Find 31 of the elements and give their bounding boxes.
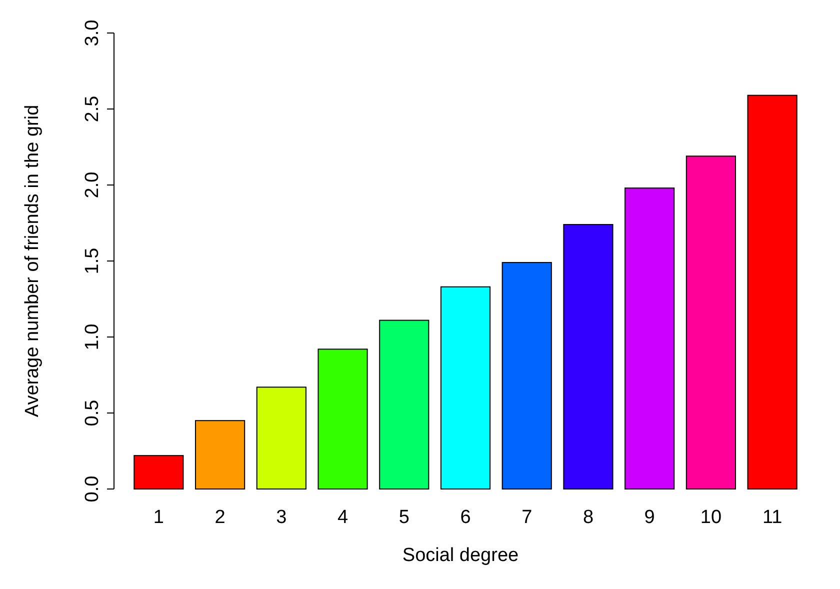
x-tick-label: 5 (398, 507, 410, 528)
bar (195, 420, 246, 490)
y-tick-label: 2.0 (82, 172, 103, 198)
x-tick-label: 7 (522, 507, 532, 528)
y-tick-label: 2.5 (82, 96, 103, 122)
bar (256, 386, 306, 490)
x-tick-label: 8 (582, 507, 594, 528)
bar (563, 224, 614, 490)
x-axis-title: Social degree (402, 545, 519, 566)
x-tick-label: 4 (337, 507, 348, 528)
bar (624, 188, 675, 490)
x-tick-label: 6 (460, 507, 471, 528)
bar (318, 348, 368, 490)
bar (502, 262, 552, 490)
x-tick-label: 2 (214, 507, 226, 528)
x-tick-label: 3 (276, 507, 287, 528)
bar (134, 455, 184, 490)
bar (379, 320, 430, 490)
y-tick-label: 0.5 (82, 400, 103, 426)
y-tick-label: 1.0 (82, 324, 103, 350)
x-tick-label: 10 (700, 507, 722, 528)
y-tick-label: 0.0 (82, 476, 103, 502)
x-tick-label: 1 (153, 507, 164, 528)
bar (747, 94, 798, 490)
y-tick-label: 3.0 (82, 20, 103, 46)
x-tick-label: 11 (762, 507, 782, 528)
bar (440, 286, 491, 490)
y-tick-label: 1.5 (82, 248, 103, 274)
y-axis-title: Average number of friends in the grid (22, 104, 43, 418)
bar (686, 156, 736, 490)
x-tick-label: 9 (644, 507, 655, 528)
